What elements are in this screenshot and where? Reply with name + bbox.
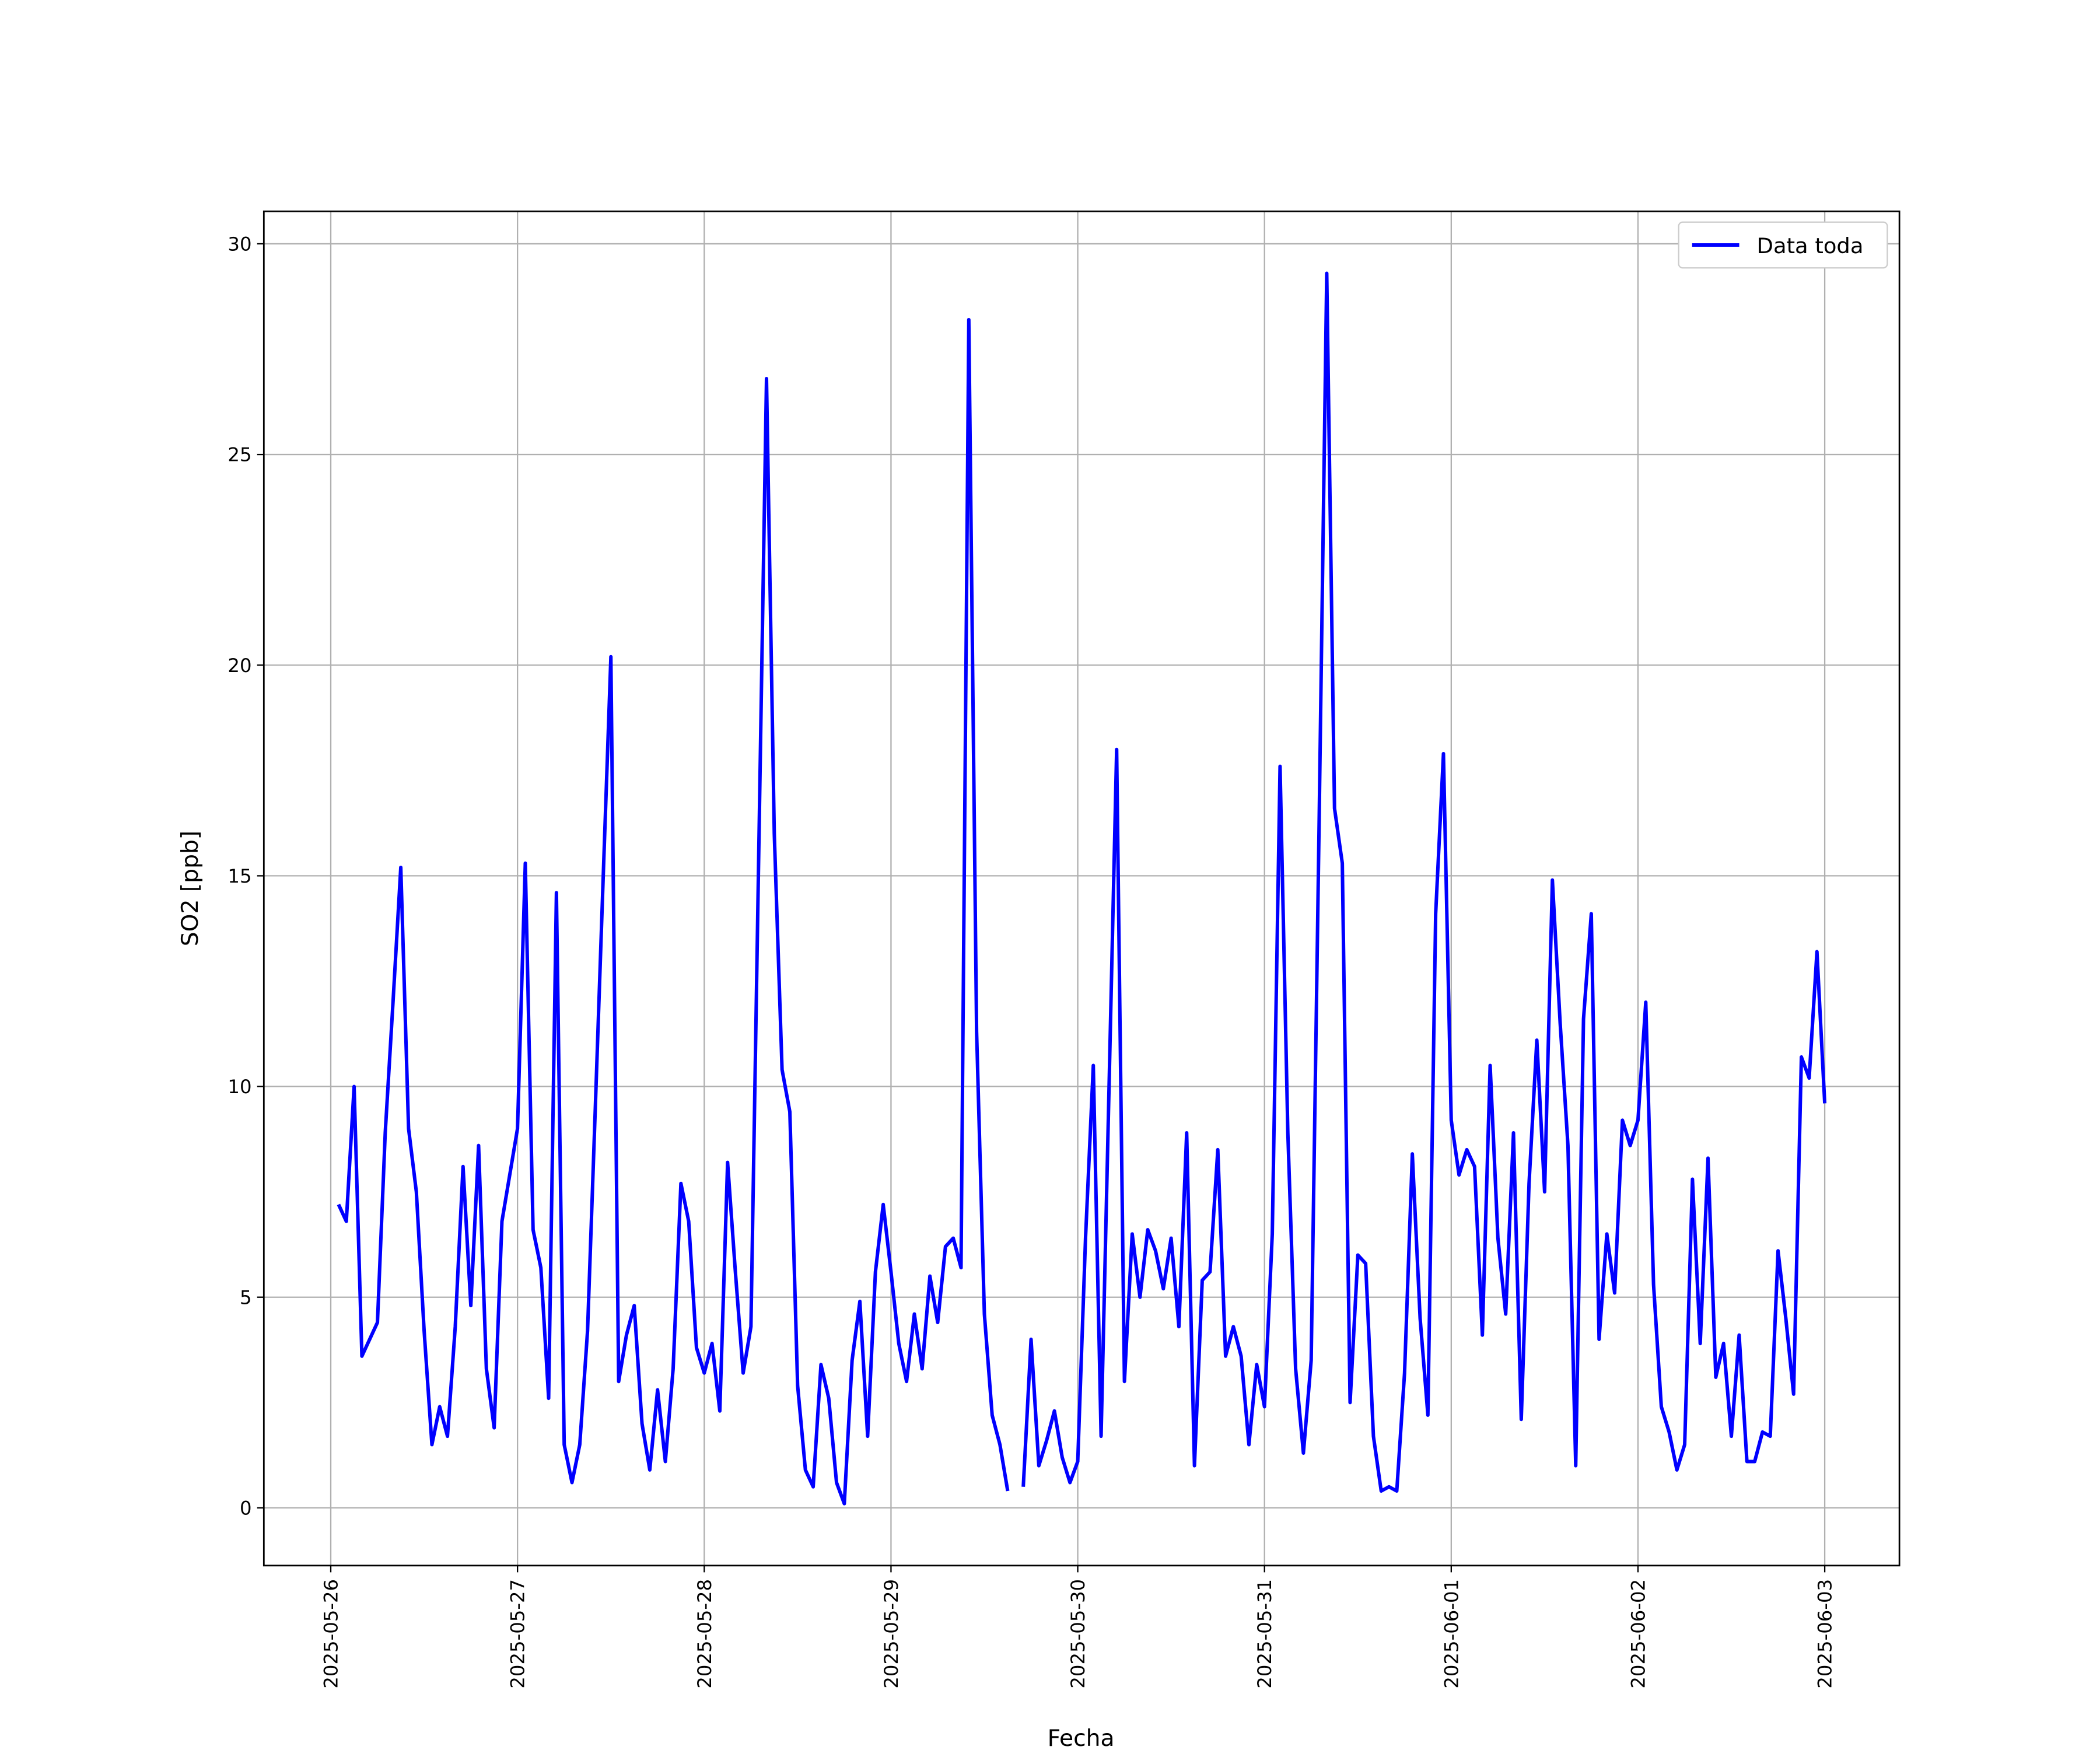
legend-label: Data toda — [1757, 233, 1864, 258]
x-tick-label: 2025-05-29 — [880, 1579, 902, 1689]
y-tick-label: 30 — [228, 233, 251, 255]
data-line — [337, 271, 1827, 1506]
x-tick-label: 2025-06-02 — [1628, 1579, 1650, 1689]
y-tick-label: 10 — [228, 1076, 251, 1098]
x-tick-label: 2025-06-01 — [1440, 1579, 1462, 1689]
y-tick-label: 20 — [228, 654, 251, 677]
y-tick-label: 0 — [240, 1497, 252, 1519]
x-tick-label: 2025-05-31 — [1254, 1579, 1276, 1689]
x-tick-label: 2025-05-26 — [320, 1579, 342, 1689]
x-tick-label: 2025-05-28 — [694, 1579, 716, 1689]
y-axis-label: SO2 [ppb] — [177, 831, 204, 946]
legend-box — [1678, 221, 1888, 269]
x-tick-label: 2025-06-03 — [1814, 1579, 1836, 1689]
plot-frame — [262, 210, 1901, 1567]
x-axis-label: Fecha — [1048, 1726, 1115, 1750]
y-tick-label: 5 — [240, 1286, 252, 1308]
x-tick-label: 2025-05-30 — [1067, 1579, 1089, 1689]
x-tick-label: 2025-05-27 — [507, 1579, 529, 1689]
y-tick-label: 25 — [228, 444, 251, 466]
y-tick-label: 15 — [228, 865, 251, 887]
